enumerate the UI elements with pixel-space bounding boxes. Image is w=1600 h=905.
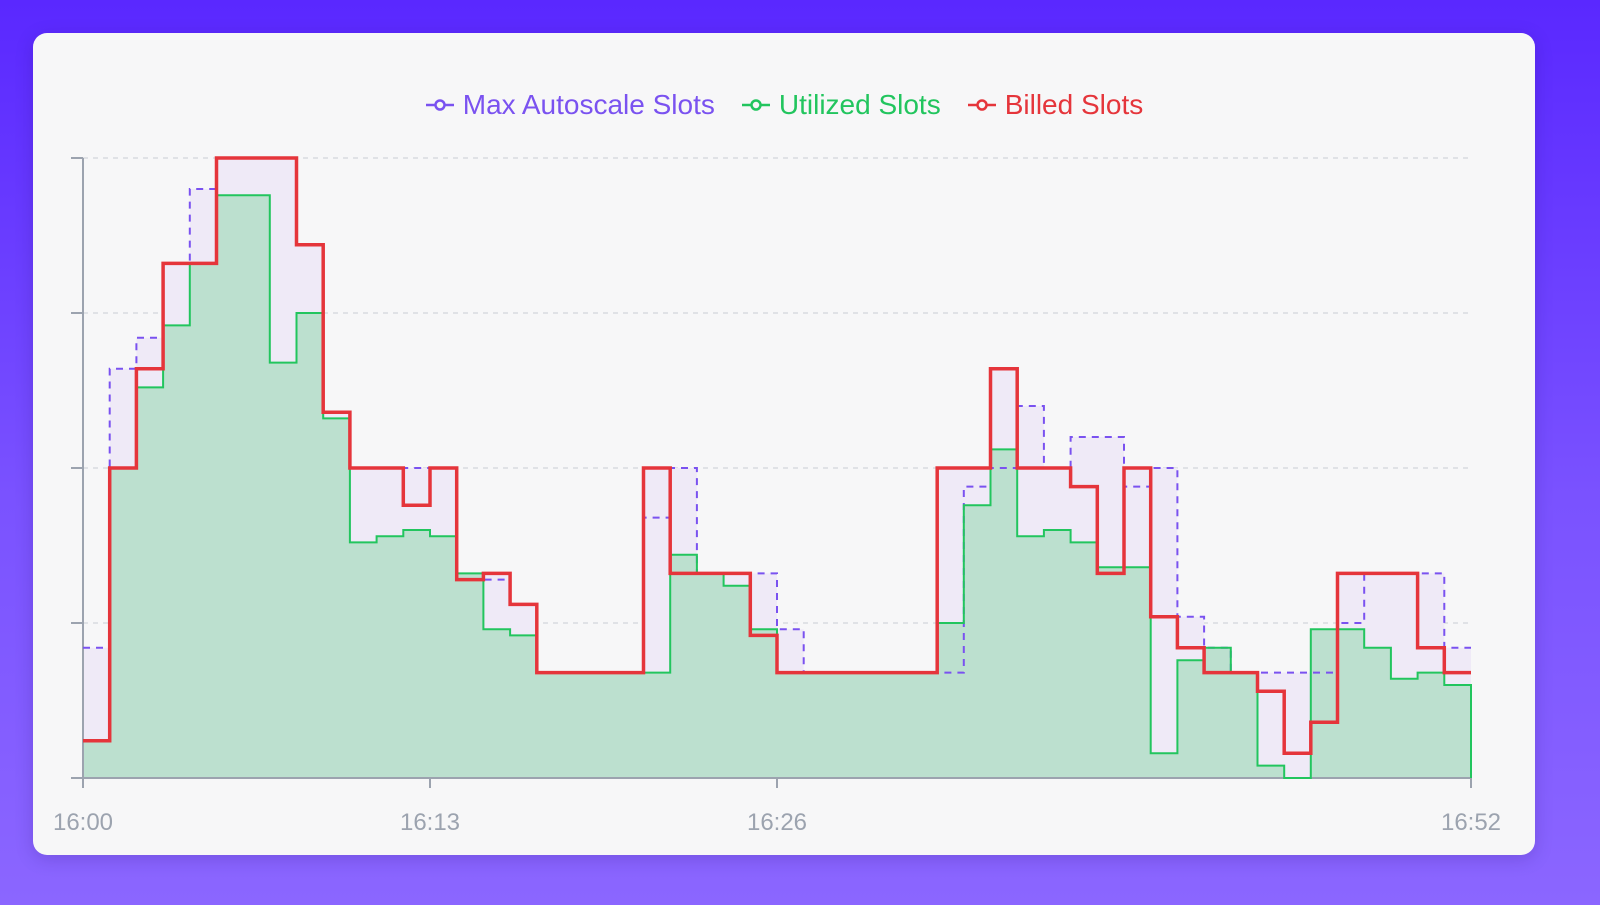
legend-marker-max-autoscale [425,99,454,111]
legend-marker-utilized [741,99,770,111]
legend: Max Autoscale Slots Utilized Slots Bille… [33,89,1535,121]
x-tick-label: 16:52 [1441,809,1501,836]
legend-label-billed: Billed Slots [1004,89,1144,120]
legend-marker-billed [967,99,996,111]
step-area-chart: 16:00 16:13 16:26 16:52 [53,156,1501,836]
x-tick-label: 16:13 [400,809,460,836]
billed-slots-line [83,156,1471,755]
x-tick-label: 16:26 [747,809,807,836]
legend-label-max-autoscale: Max Autoscale Slots [462,89,715,120]
legend-item-billed[interactable]: Billed Slots [967,89,1144,121]
legend-label-utilized: Utilized Slots [778,89,941,120]
chart-card: 16:00 16:13 16:26 16:52 Max Autoscale Slots… [33,33,1535,855]
x-tick-label: 16:00 [53,809,113,836]
utilized-slots-line [83,194,1472,779]
legend-item-utilized[interactable]: Utilized Slots [741,89,941,121]
legend-item-max-autoscale[interactable]: Max Autoscale Slots [425,89,715,121]
utilized-slots-area [83,195,1471,778]
